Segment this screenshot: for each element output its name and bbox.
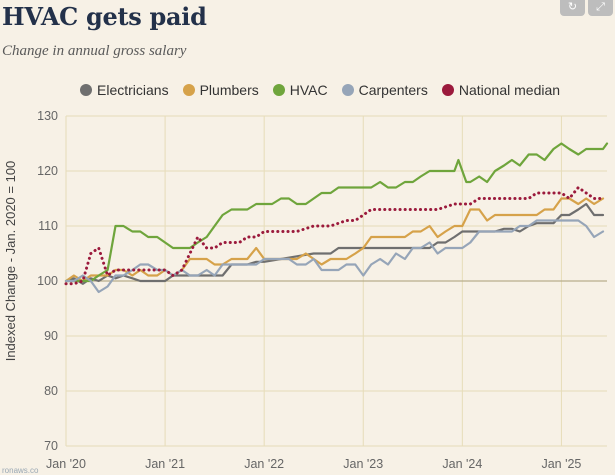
legend-item: Carpenters (341, 82, 428, 98)
y-tick-label: 90 (44, 329, 58, 343)
refresh-icon[interactable]: ↻ (560, 0, 585, 16)
series-line-hvac (64, 142, 609, 283)
x-tick-label: Jan '21 (145, 457, 185, 471)
x-tick-label: Jan '23 (343, 457, 383, 471)
legend-label: HVAC (289, 82, 328, 98)
legend-label: National median (458, 82, 561, 98)
legend-label: Carpenters (358, 82, 428, 98)
y-tick-label: 80 (44, 384, 58, 398)
x-tick-label: Jan '20 (46, 457, 86, 471)
window-controls: ↻ ⤢ (560, 0, 615, 16)
legend-item: National median (441, 82, 561, 98)
y-tick-label: 70 (44, 439, 58, 453)
legend-item: HVAC (272, 82, 328, 98)
y-tick-label: 110 (38, 219, 58, 233)
x-tick-label: Jan '24 (442, 457, 482, 471)
y-axis-label: Indexed Change - Jan. 2020 = 100 (3, 161, 18, 362)
x-tick-label: Jan '25 (541, 457, 581, 471)
legend-swatch (80, 84, 92, 96)
legend-item: Plumbers (182, 82, 259, 98)
legend-swatch (341, 84, 354, 96)
legend-swatch (272, 84, 285, 96)
legend-swatch (182, 84, 195, 96)
chart-title: HVAC gets paid (2, 2, 207, 31)
legend-item: Electricians (80, 82, 169, 98)
series-line-plumbers (64, 197, 605, 283)
y-tick-label: 130 (37, 109, 58, 123)
y-tick-label: 120 (37, 164, 58, 178)
watermark: ronaws.co (2, 466, 39, 475)
legend-label: Electricians (97, 82, 169, 98)
x-tick-label: Jan '22 (244, 457, 284, 471)
y-tick-label: 100 (37, 274, 58, 288)
legend-label: Plumbers (199, 82, 259, 98)
series-line-national-median (64, 186, 605, 286)
series-line-carpenters (64, 219, 605, 294)
chart-subtitle: Change in annual gross salary (2, 43, 187, 59)
legend: Electricians Plumbers HVAC Carpenters Nation… (80, 82, 560, 98)
expand-icon[interactable]: ⤢ (588, 0, 613, 16)
legend-swatch (441, 84, 454, 96)
